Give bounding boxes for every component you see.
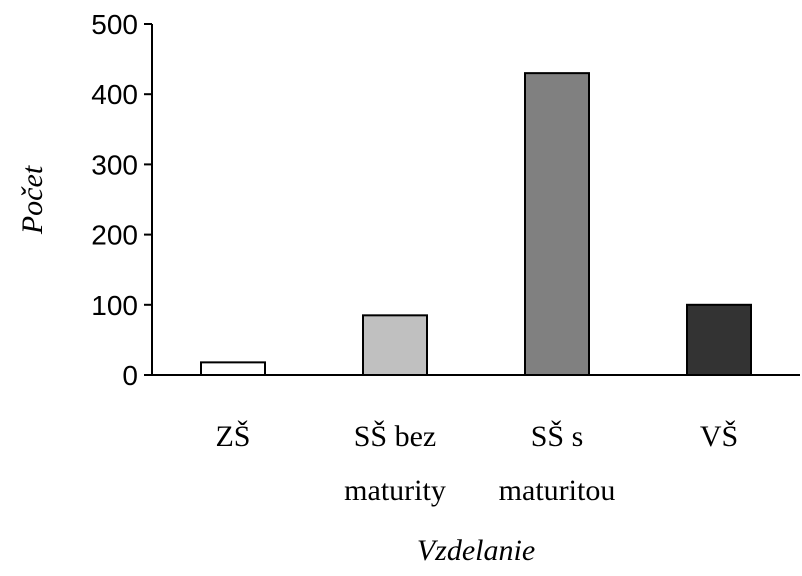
bars	[200, 72, 752, 377]
x-tick-label: VŠ	[700, 420, 738, 453]
bar	[686, 303, 752, 376]
bar	[200, 361, 266, 377]
x-tick-label: SŠ s	[531, 420, 584, 453]
y-tick-label: 300	[91, 149, 138, 180]
y-tick-label: 200	[91, 220, 138, 251]
y-tick-label: 100	[91, 290, 138, 321]
bar	[524, 72, 590, 376]
x-axis-title: Vzdelanie	[417, 534, 535, 567]
y-axis-ticks: 0 100 200 300 400 500	[91, 9, 152, 391]
y-tick-label: 0	[122, 360, 138, 391]
y-tick-label: 500	[91, 9, 138, 40]
y-tick-label: 400	[91, 79, 138, 110]
x-axis-tick-labels: ZŠ SŠ bez maturity SŠ s maturitou VŠ	[215, 420, 738, 507]
bar	[362, 314, 428, 376]
x-tick-label: maturitou	[499, 474, 616, 507]
y-axis-title: Počet	[16, 165, 49, 235]
x-tick-label: SŠ bez	[354, 420, 437, 453]
x-tick-label: maturity	[344, 474, 446, 507]
x-tick-label: ZŠ	[215, 420, 250, 453]
